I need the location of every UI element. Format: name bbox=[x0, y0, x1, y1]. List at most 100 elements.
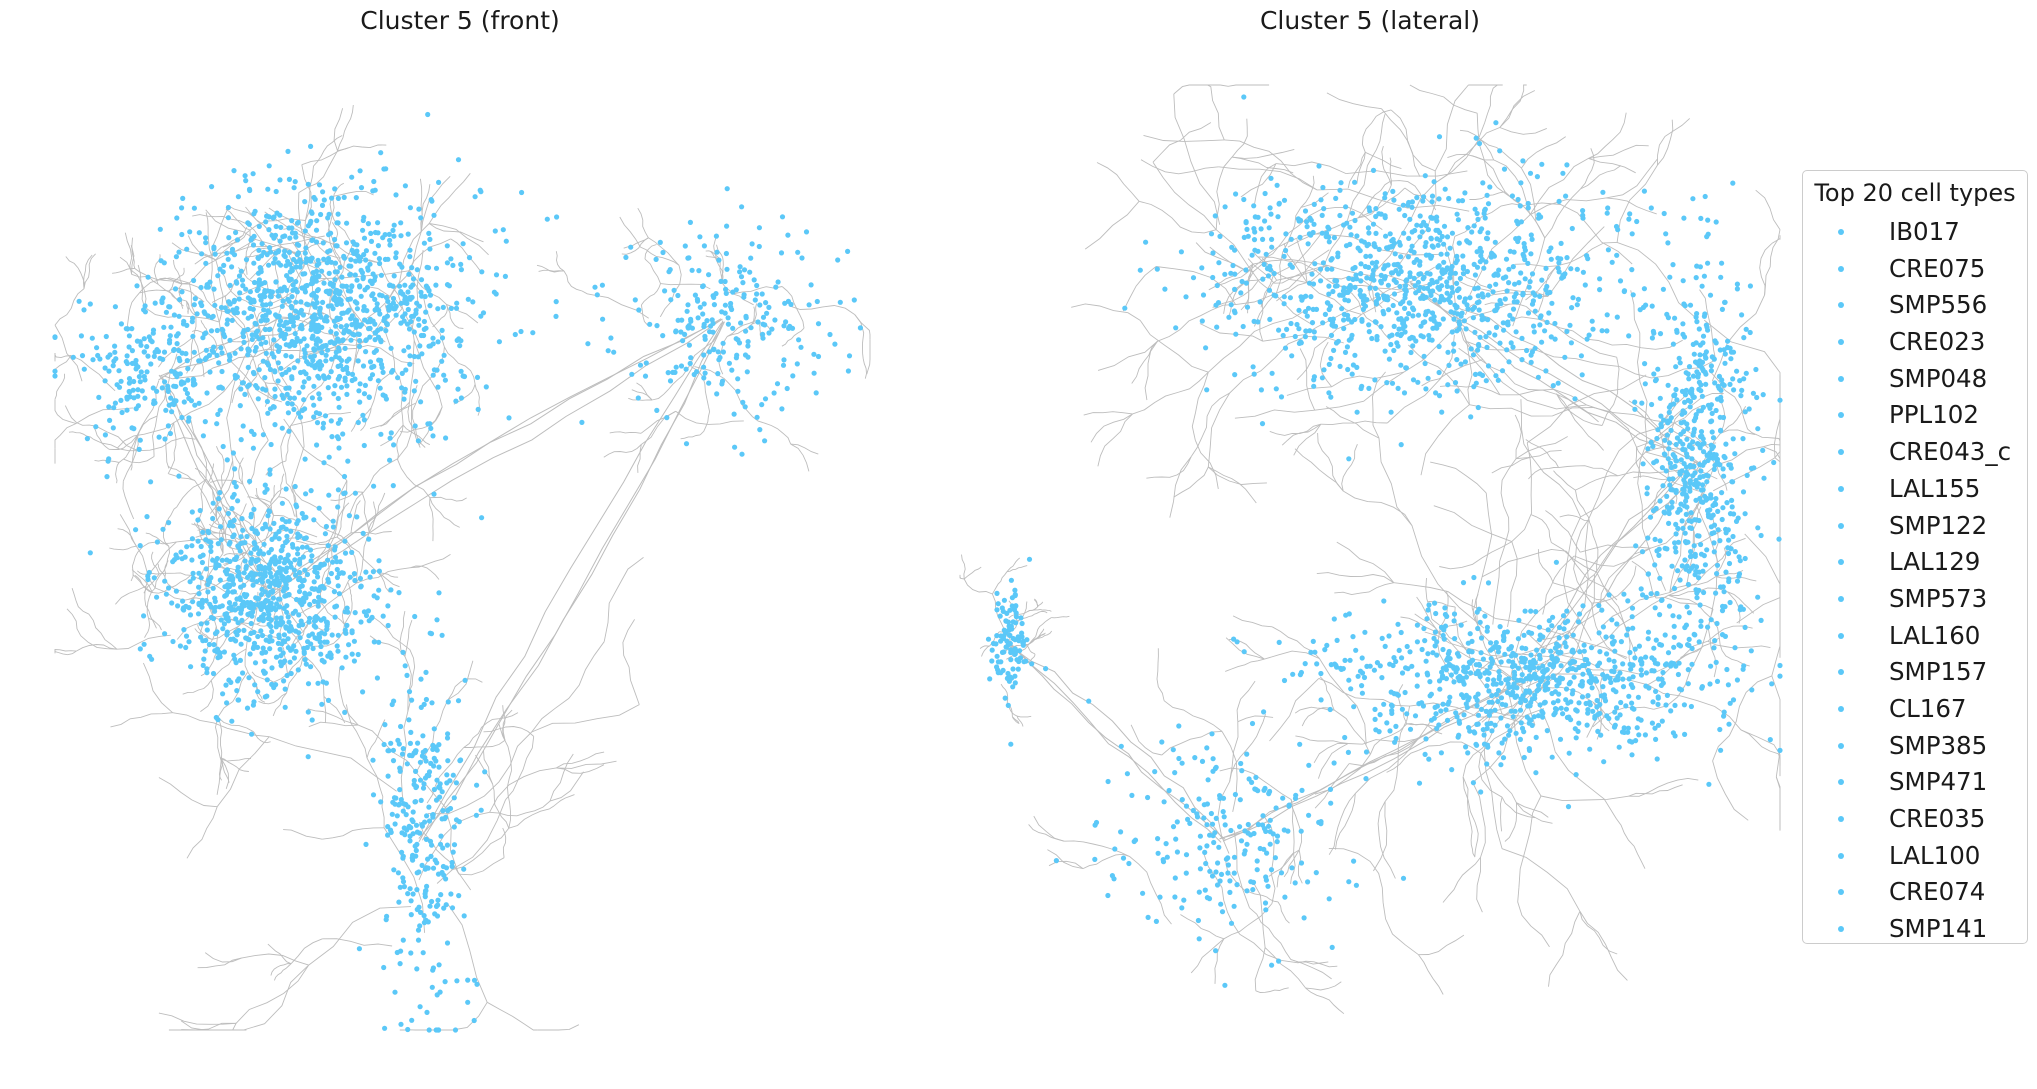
synapse-point bbox=[1454, 357, 1460, 363]
skeleton-branch bbox=[168, 276, 180, 292]
synapse-point bbox=[1641, 188, 1647, 194]
skeleton-branch bbox=[1033, 598, 1038, 607]
synapse-point bbox=[265, 592, 271, 599]
synapse-point bbox=[1717, 414, 1723, 420]
synapse-point bbox=[305, 181, 311, 187]
skeleton-branch bbox=[145, 532, 170, 547]
synapse-point bbox=[741, 294, 747, 300]
synapse-point bbox=[296, 623, 302, 629]
skeleton-branch bbox=[1122, 266, 1157, 312]
skeleton-branch bbox=[264, 382, 269, 407]
synapse-point bbox=[450, 772, 456, 778]
synapse-point bbox=[845, 248, 851, 254]
synapse-point bbox=[350, 239, 356, 245]
synapse-point bbox=[1429, 193, 1436, 199]
synapse-point bbox=[445, 808, 451, 814]
synapse-point bbox=[711, 294, 717, 300]
synapse-point bbox=[1487, 283, 1493, 289]
skeleton-branch bbox=[255, 487, 274, 516]
synapse-point bbox=[719, 309, 725, 315]
synapse-point bbox=[334, 269, 340, 275]
synapse-point bbox=[427, 236, 433, 242]
synapse-point bbox=[711, 346, 717, 352]
skeleton-branch bbox=[726, 320, 756, 337]
skeleton-branch bbox=[83, 254, 93, 289]
synapse-point bbox=[502, 273, 508, 279]
synapse-point bbox=[407, 838, 413, 844]
synapse-point bbox=[1397, 283, 1403, 290]
synapse-point bbox=[255, 633, 261, 640]
synapse-point bbox=[1686, 636, 1692, 643]
synapse-point bbox=[1561, 274, 1567, 280]
synapse-point bbox=[1398, 362, 1404, 368]
synapse-point bbox=[255, 270, 262, 276]
synapse-point bbox=[291, 406, 297, 412]
synapse-point bbox=[284, 326, 290, 332]
synapse-point bbox=[1467, 240, 1473, 246]
skeleton-branch bbox=[304, 532, 352, 553]
synapse-point bbox=[416, 316, 422, 322]
synapse-point bbox=[1716, 461, 1722, 467]
synapse-point bbox=[405, 804, 411, 810]
synapse-point bbox=[322, 413, 329, 419]
synapse-point bbox=[1713, 590, 1719, 596]
synapse-point bbox=[292, 230, 298, 236]
synapse-point bbox=[395, 870, 401, 876]
synapse-point bbox=[1403, 365, 1409, 371]
synapse-point bbox=[260, 313, 266, 319]
synapse-point bbox=[1482, 206, 1488, 212]
synapse-point bbox=[283, 624, 289, 630]
skeleton-branch bbox=[321, 603, 345, 625]
synapse-point bbox=[283, 369, 289, 375]
synapse-point bbox=[374, 595, 380, 601]
synapse-point bbox=[251, 299, 257, 305]
synapse-point bbox=[258, 628, 264, 634]
synapse-point bbox=[311, 347, 317, 353]
synapse-point bbox=[352, 320, 358, 326]
synapse-point bbox=[389, 701, 395, 708]
synapse-point bbox=[1244, 304, 1251, 310]
synapse-point bbox=[257, 571, 263, 577]
synapse-point bbox=[186, 639, 192, 645]
synapse-point bbox=[1386, 307, 1392, 313]
synapse-point bbox=[427, 343, 434, 349]
synapse-point bbox=[1707, 405, 1713, 411]
synapse-point bbox=[241, 591, 247, 598]
synapse-point bbox=[133, 361, 139, 367]
synapse-point bbox=[238, 346, 244, 352]
skeleton-branch bbox=[1682, 489, 1706, 530]
synapse-point bbox=[431, 755, 437, 762]
synapse-point bbox=[1401, 390, 1408, 396]
skeleton-branch bbox=[245, 246, 282, 258]
skeleton-branch bbox=[640, 410, 676, 434]
skeleton-branch bbox=[168, 287, 191, 293]
synapse-point bbox=[1393, 279, 1399, 285]
synapse-point bbox=[237, 577, 243, 583]
synapse-point bbox=[399, 751, 406, 757]
synapse-point bbox=[441, 905, 447, 911]
skeleton-branch bbox=[415, 699, 449, 773]
skeleton-branch bbox=[250, 603, 269, 609]
synapse-point bbox=[255, 602, 261, 608]
synapse-point bbox=[360, 530, 366, 537]
synapse-point bbox=[313, 316, 319, 322]
synapse-point bbox=[233, 638, 239, 644]
synapse-point bbox=[350, 249, 357, 255]
synapse-point bbox=[1359, 318, 1365, 324]
synapse-point bbox=[1345, 298, 1351, 304]
synapse-point bbox=[1653, 377, 1659, 383]
synapse-point bbox=[315, 373, 321, 379]
synapse-point bbox=[1604, 312, 1610, 318]
synapse-point bbox=[343, 630, 349, 636]
synapse-point bbox=[258, 266, 264, 272]
synapse-point bbox=[362, 317, 368, 323]
synapse-point bbox=[353, 258, 359, 264]
skeleton-branch bbox=[1028, 653, 1036, 662]
synapse-point bbox=[1462, 296, 1468, 302]
synapse-point bbox=[416, 904, 422, 910]
synapse-point bbox=[243, 257, 250, 263]
skeleton-branch bbox=[1253, 252, 1284, 327]
synapse-point bbox=[1644, 491, 1650, 497]
skeleton-branch bbox=[134, 268, 159, 285]
synapse-point bbox=[281, 335, 287, 341]
